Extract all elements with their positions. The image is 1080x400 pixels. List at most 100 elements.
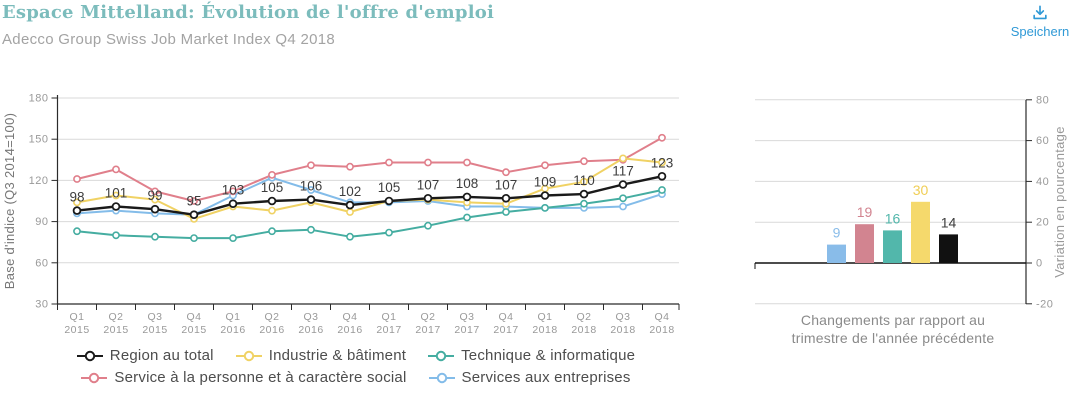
- data-point: [306, 195, 316, 204]
- y-tick-label: 80: [1036, 94, 1049, 106]
- data-point: [189, 210, 199, 219]
- x-tick-label: Q2 2016: [259, 311, 284, 336]
- data-point: [72, 206, 82, 215]
- point-label: 117: [612, 164, 634, 179]
- data-point: [619, 202, 627, 211]
- x-tick-label: Q3 2018: [610, 311, 635, 336]
- y-tick-label: 90: [35, 216, 48, 228]
- page-subtitle: Adecco Group Swiss Job Market Index Q4 2…: [2, 31, 336, 48]
- data-point: [541, 204, 549, 212]
- data-point: [73, 175, 81, 183]
- bar-chart: 80 60 40 20 0 -20 9 19 16 30 14 Variation en pource…: [754, 94, 1067, 310]
- data-point: [541, 161, 549, 170]
- data-point: [112, 231, 120, 240]
- x-tick-label: Q2 2017: [415, 311, 440, 336]
- bar-value-label: 30: [913, 182, 929, 198]
- data-point: [619, 154, 627, 163]
- point-label: 99: [147, 188, 162, 203]
- data-point: [618, 180, 628, 189]
- data-point: [267, 196, 277, 206]
- bar-value-label: 9: [833, 225, 841, 241]
- y-tick-label: 120: [29, 175, 49, 187]
- y-tick-label: 60: [35, 257, 48, 269]
- data-point: [657, 172, 667, 181]
- data-point: [268, 227, 276, 236]
- bar-value-label: 16: [885, 210, 901, 226]
- data-point: [502, 208, 510, 216]
- legend-item-technique-informatique[interactable]: Technique & informatique: [428, 347, 635, 364]
- data-point: [112, 165, 120, 174]
- data-point: [151, 195, 159, 204]
- save-button[interactable]: Speichern: [1004, 3, 1076, 39]
- line-chart: 30 60 90 120 150 180 Q1 2015 Q2 2015 Q3 2015 Q4 2015 Q…: [2, 93, 680, 336]
- x-tick-label: Q3 2015: [142, 311, 167, 336]
- series-points-region-au-total: [72, 172, 667, 219]
- data-point: [540, 191, 550, 200]
- data-point: [151, 187, 159, 196]
- legend-label: Technique & informatique: [461, 347, 636, 364]
- data-point: [190, 197, 198, 205]
- data-point: [268, 171, 276, 179]
- point-label: 108: [456, 176, 479, 191]
- point-label: 105: [261, 180, 284, 195]
- bar-16: [883, 230, 902, 263]
- data-point: [111, 202, 121, 211]
- series-line-technique-informatique: [76, 189, 663, 240]
- data-point: [658, 158, 666, 167]
- x-tick-label: Q2 2015: [103, 311, 128, 336]
- legend-marker-icon: [428, 372, 455, 383]
- page-title: Espace Mittelland: Évolution de l'offre …: [2, 2, 494, 23]
- x-tick-label: Q4 2016: [337, 311, 362, 336]
- data-point: [580, 157, 588, 166]
- data-point: [307, 186, 315, 194]
- caption-line: trimestre de l'année précédente: [791, 330, 995, 346]
- legend-marker-icon: [235, 350, 262, 361]
- save-button-label: Speichern: [1010, 24, 1070, 39]
- x-tick-label: Q1 2016: [220, 311, 245, 336]
- legend-item-region-au-total[interactable]: Region au total: [76, 347, 214, 364]
- data-point: [346, 162, 354, 171]
- y-tick-label: 20: [1036, 217, 1049, 229]
- legend-item-service-a-la-personne-et-a-caractere-social[interactable]: Service à la personne et à caractère soc…: [81, 369, 406, 386]
- legend-item-services-aux-entreprises[interactable]: Services aux entreprises: [428, 369, 631, 386]
- legend-item-industrie-batiment[interactable]: Industrie & bâtiment: [235, 347, 407, 364]
- legend-marker-icon: [428, 350, 455, 361]
- data-point: [229, 187, 237, 196]
- x-tick-label: Q1 2017: [376, 311, 401, 336]
- chart-legend: Region au total Industrie & bâtiment Techn…: [0, 347, 712, 386]
- data-point: [619, 194, 627, 203]
- x-tick-label: Q3 2016: [298, 311, 323, 336]
- legend-row: Service à la personne et à caractère soc…: [81, 369, 630, 386]
- data-point: [345, 200, 355, 210]
- point-label: 95: [186, 194, 201, 209]
- data-point: [307, 161, 315, 170]
- download-icon: [1033, 5, 1047, 20]
- y-axis-title: Variation en pourcentage: [1052, 126, 1067, 278]
- y-tick-label: 40: [1036, 176, 1049, 188]
- series-points-technique-informatique: [73, 186, 666, 242]
- bar-30: [911, 201, 930, 263]
- data-point: [150, 204, 160, 214]
- caption-line: Changements par rapport au: [800, 312, 986, 328]
- y-tick-label: -20: [1036, 298, 1053, 310]
- point-label: 105: [378, 180, 401, 195]
- data-point: [502, 168, 510, 177]
- x-tick-label: Q4 2015: [181, 311, 206, 336]
- legend-marker-icon: [76, 350, 103, 361]
- point-label: 103: [222, 183, 245, 198]
- data-point: [190, 234, 198, 242]
- data-point: [229, 234, 237, 242]
- y-tick-label: 0: [1036, 258, 1043, 270]
- series-points-service-a-la-personne-et-a-caractere-social: [73, 133, 666, 205]
- data-point: [73, 198, 81, 207]
- data-point: [112, 191, 120, 200]
- bar-value-label: 14: [941, 214, 957, 230]
- legend-label: Industrie & bâtiment: [268, 347, 407, 364]
- y-axis-title: Base d'indice (Q3 2014=100): [2, 113, 17, 289]
- bar-19: [855, 224, 874, 263]
- legend-marker-icon: [81, 372, 108, 383]
- legend-label: Service à la personne et à caractère soc…: [114, 369, 407, 386]
- line-chart-plot: 30 60 90 120 150 180 Q1 2015 Q2 2015 Q3 2015 Q4 2015 Q…: [29, 93, 680, 336]
- point-label: 107: [417, 177, 440, 192]
